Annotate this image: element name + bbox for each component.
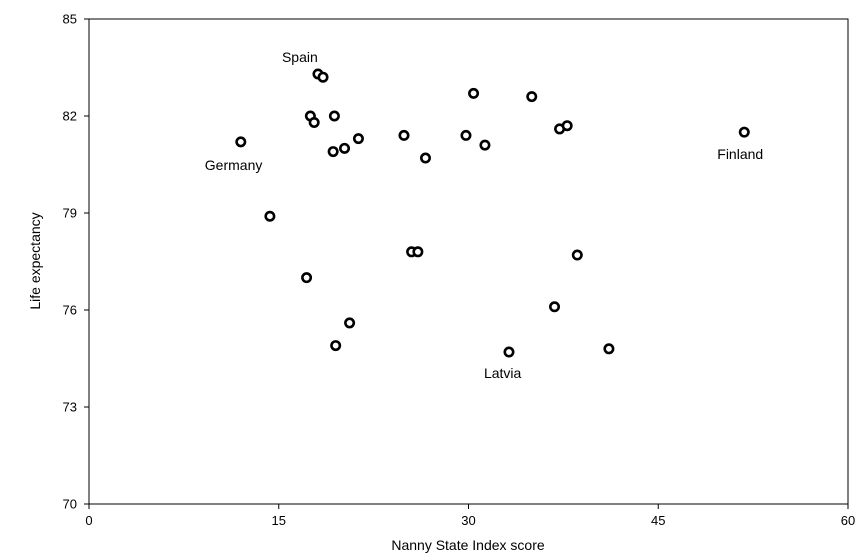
- y-tick-label: 70: [63, 497, 77, 512]
- y-tick-label: 76: [63, 303, 77, 318]
- x-tick-label: 0: [85, 513, 92, 528]
- data-point: [738, 126, 750, 138]
- y-tick-label: 85: [63, 12, 77, 27]
- data-points: [235, 68, 750, 358]
- x-axis-ticks: 0 15 30 45 60: [85, 504, 855, 528]
- data-point: [317, 71, 329, 83]
- data-point: [419, 152, 431, 164]
- x-axis-title: Nanny State Index score: [391, 537, 545, 553]
- data-point: [327, 146, 339, 158]
- data-point: [526, 91, 538, 103]
- x-tick-label: 30: [461, 513, 475, 528]
- annotation-label: Germany: [205, 157, 263, 173]
- data-point: [561, 120, 573, 132]
- data-point: [308, 116, 320, 128]
- data-point: [571, 249, 583, 261]
- data-point: [503, 346, 515, 358]
- data-point: [330, 340, 342, 352]
- annotation-label: Latvia: [484, 365, 522, 381]
- y-axis-title: Life expectancy: [27, 212, 43, 309]
- data-point: [264, 210, 276, 222]
- y-axis-ticks: 70 73 76 79 82 85: [63, 12, 89, 512]
- x-tick-label: 45: [651, 513, 665, 528]
- x-tick-label: 60: [841, 513, 855, 528]
- data-point: [235, 136, 247, 148]
- data-point: [468, 87, 480, 99]
- data-point: [460, 129, 472, 141]
- data-point: [352, 133, 364, 145]
- y-tick-label: 82: [63, 109, 77, 124]
- annotation-label: Finland: [717, 146, 763, 162]
- data-point: [412, 246, 424, 258]
- data-point: [328, 110, 340, 122]
- data-point: [603, 343, 615, 355]
- point-annotations: Spain Germany Finland Latvia: [205, 49, 763, 381]
- x-tick-label: 15: [272, 513, 286, 528]
- data-point: [549, 301, 561, 313]
- data-point: [479, 139, 491, 151]
- data-point: [344, 317, 356, 329]
- data-point: [301, 272, 313, 284]
- data-point: [339, 142, 351, 154]
- annotation-label: Spain: [282, 49, 318, 65]
- y-tick-label: 73: [63, 400, 77, 415]
- y-tick-label: 79: [63, 206, 77, 221]
- data-point: [398, 129, 410, 141]
